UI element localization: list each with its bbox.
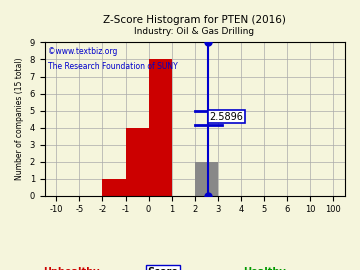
Bar <box>126 128 149 196</box>
Text: Healthy: Healthy <box>244 267 286 270</box>
Text: ©www.textbiz.org: ©www.textbiz.org <box>48 47 117 56</box>
Y-axis label: Number of companies (15 total): Number of companies (15 total) <box>15 58 24 180</box>
Text: Unhealthy: Unhealthy <box>44 267 100 270</box>
Text: 2.5896: 2.5896 <box>210 112 243 122</box>
Bar <box>102 179 126 196</box>
Bar <box>149 59 172 196</box>
Text: Score: Score <box>148 267 179 270</box>
Text: Industry: Oil & Gas Drilling: Industry: Oil & Gas Drilling <box>134 26 255 36</box>
Title: Z-Score Histogram for PTEN (2016): Z-Score Histogram for PTEN (2016) <box>103 15 286 25</box>
Text: The Research Foundation of SUNY: The Research Foundation of SUNY <box>48 62 177 71</box>
Bar <box>195 162 218 196</box>
